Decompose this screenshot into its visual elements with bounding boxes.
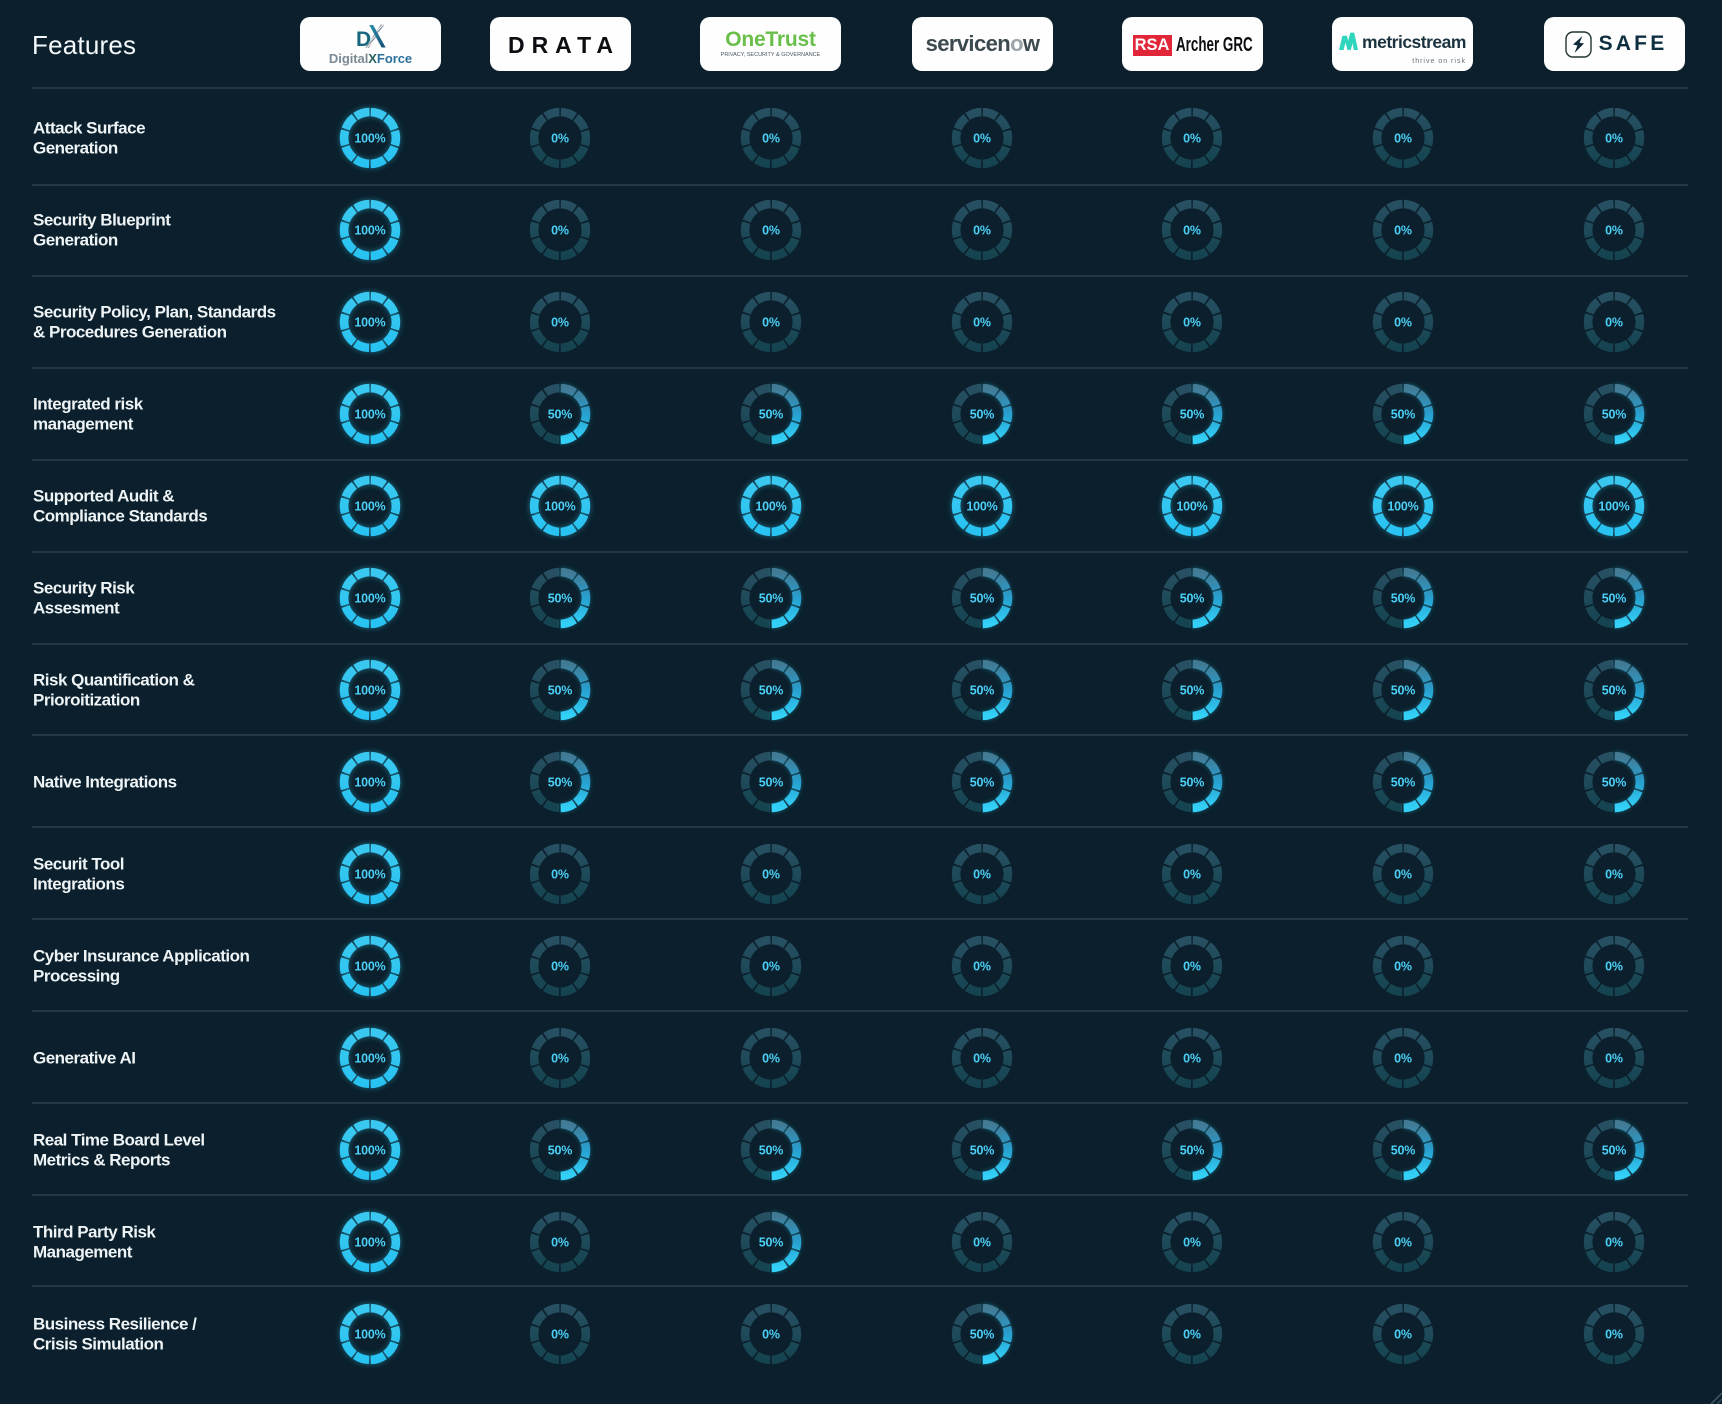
- svg-text:0%: 0%: [551, 1236, 569, 1250]
- svg-text:0%: 0%: [1183, 132, 1201, 146]
- svg-text:0%: 0%: [1183, 1328, 1201, 1342]
- svg-text:50%: 50%: [1391, 408, 1416, 422]
- svg-text:0%: 0%: [1394, 868, 1412, 882]
- svg-text:50%: 50%: [548, 592, 573, 606]
- svg-text:0%: 0%: [551, 868, 569, 882]
- svg-text:0%: 0%: [1394, 224, 1412, 238]
- svg-text:100%: 100%: [354, 960, 385, 974]
- svg-text:50%: 50%: [1602, 776, 1627, 790]
- svg-text:50%: 50%: [970, 776, 995, 790]
- svg-text:0%: 0%: [551, 1052, 569, 1066]
- svg-text:50%: 50%: [1180, 1144, 1205, 1158]
- svg-text:0%: 0%: [973, 1236, 991, 1250]
- svg-text:50%: 50%: [548, 1144, 573, 1158]
- svg-text:100%: 100%: [544, 500, 575, 514]
- svg-text:0%: 0%: [1183, 224, 1201, 238]
- svg-text:50%: 50%: [759, 776, 784, 790]
- svg-text:0%: 0%: [551, 132, 569, 146]
- svg-text:50%: 50%: [1180, 776, 1205, 790]
- svg-text:100%: 100%: [354, 132, 385, 146]
- svg-text:100%: 100%: [1176, 500, 1207, 514]
- svg-text:0%: 0%: [1394, 1236, 1412, 1250]
- svg-text:50%: 50%: [759, 1236, 784, 1250]
- svg-text:100%: 100%: [354, 1236, 385, 1250]
- svg-text:50%: 50%: [548, 408, 573, 422]
- svg-text:100%: 100%: [354, 224, 385, 238]
- svg-text:50%: 50%: [970, 1328, 995, 1342]
- svg-text:50%: 50%: [1602, 592, 1627, 606]
- svg-text:50%: 50%: [548, 684, 573, 698]
- svg-text:100%: 100%: [354, 776, 385, 790]
- svg-text:0%: 0%: [1183, 960, 1201, 974]
- svg-text:0%: 0%: [762, 316, 780, 330]
- svg-text:50%: 50%: [1602, 1144, 1627, 1158]
- svg-text:0%: 0%: [973, 960, 991, 974]
- svg-text:50%: 50%: [1180, 408, 1205, 422]
- svg-text:50%: 50%: [1180, 684, 1205, 698]
- svg-text:50%: 50%: [970, 592, 995, 606]
- svg-text:50%: 50%: [1602, 408, 1627, 422]
- svg-text:0%: 0%: [762, 1328, 780, 1342]
- svg-text:50%: 50%: [1391, 776, 1416, 790]
- svg-text:0%: 0%: [762, 224, 780, 238]
- svg-text:100%: 100%: [966, 500, 997, 514]
- svg-text:0%: 0%: [762, 1052, 780, 1066]
- svg-text:100%: 100%: [354, 316, 385, 330]
- svg-text:D: D: [356, 28, 371, 49]
- svg-text:50%: 50%: [1391, 1144, 1416, 1158]
- svg-text:0%: 0%: [551, 316, 569, 330]
- svg-text:0%: 0%: [973, 132, 991, 146]
- svg-text:50%: 50%: [759, 408, 784, 422]
- svg-text:50%: 50%: [759, 592, 784, 606]
- svg-text:0%: 0%: [1605, 1052, 1623, 1066]
- svg-text:0%: 0%: [1605, 224, 1623, 238]
- svg-text:50%: 50%: [759, 1144, 784, 1158]
- svg-text:100%: 100%: [354, 1052, 385, 1066]
- svg-text:100%: 100%: [755, 500, 786, 514]
- svg-text:0%: 0%: [973, 1052, 991, 1066]
- svg-text:100%: 100%: [1387, 500, 1418, 514]
- svg-text:0%: 0%: [1605, 1328, 1623, 1342]
- svg-text:0%: 0%: [762, 960, 780, 974]
- svg-text:100%: 100%: [354, 1328, 385, 1342]
- svg-text:100%: 100%: [354, 500, 385, 514]
- svg-text:50%: 50%: [970, 1144, 995, 1158]
- svg-text:0%: 0%: [1183, 1052, 1201, 1066]
- svg-text:0%: 0%: [1183, 316, 1201, 330]
- svg-text:0%: 0%: [973, 868, 991, 882]
- svg-text:100%: 100%: [354, 1144, 385, 1158]
- svg-text:0%: 0%: [973, 224, 991, 238]
- svg-text:50%: 50%: [1391, 592, 1416, 606]
- svg-text:0%: 0%: [1605, 132, 1623, 146]
- svg-text:0%: 0%: [1394, 132, 1412, 146]
- svg-text:100%: 100%: [354, 684, 385, 698]
- svg-text:50%: 50%: [970, 684, 995, 698]
- svg-text:0%: 0%: [1605, 868, 1623, 882]
- svg-text:100%: 100%: [354, 868, 385, 882]
- svg-text:0%: 0%: [1605, 316, 1623, 330]
- svg-text:100%: 100%: [1598, 500, 1629, 514]
- svg-text:50%: 50%: [1602, 684, 1627, 698]
- svg-text:0%: 0%: [762, 868, 780, 882]
- svg-text:0%: 0%: [1394, 960, 1412, 974]
- svg-text:50%: 50%: [970, 408, 995, 422]
- svg-text:50%: 50%: [1391, 684, 1416, 698]
- svg-text:0%: 0%: [762, 132, 780, 146]
- svg-text:0%: 0%: [1394, 316, 1412, 330]
- svg-text:50%: 50%: [759, 684, 784, 698]
- svg-text:0%: 0%: [1394, 1052, 1412, 1066]
- svg-text:0%: 0%: [1605, 960, 1623, 974]
- svg-text:0%: 0%: [1183, 1236, 1201, 1250]
- svg-text:100%: 100%: [354, 592, 385, 606]
- svg-text:0%: 0%: [551, 960, 569, 974]
- svg-text:50%: 50%: [1180, 592, 1205, 606]
- svg-text:0%: 0%: [1183, 868, 1201, 882]
- svg-text:0%: 0%: [551, 224, 569, 238]
- svg-text:50%: 50%: [548, 776, 573, 790]
- svg-text:0%: 0%: [1394, 1328, 1412, 1342]
- svg-text:100%: 100%: [354, 408, 385, 422]
- svg-text:0%: 0%: [1605, 1236, 1623, 1250]
- svg-text:0%: 0%: [551, 1328, 569, 1342]
- svg-text:0%: 0%: [973, 316, 991, 330]
